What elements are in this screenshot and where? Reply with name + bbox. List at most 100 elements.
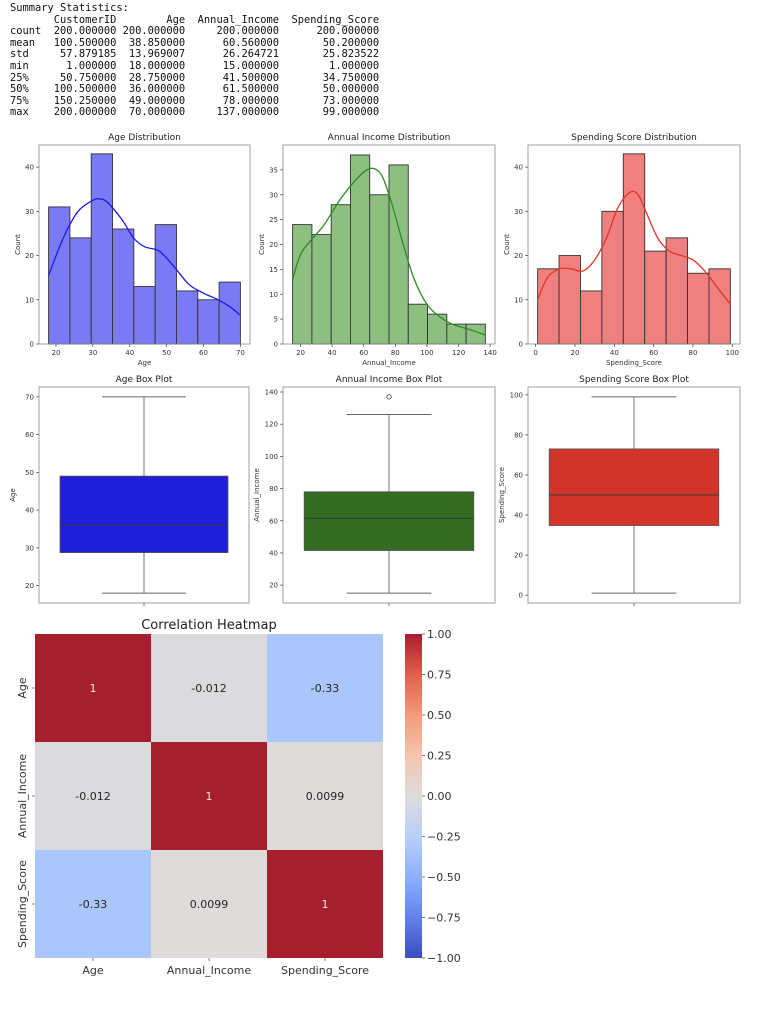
histogram-axes-frame [38,144,251,345]
y-tick-label: Age [16,677,29,699]
heatmap-cell [267,634,383,742]
chart-title: Age Box Plot [116,375,173,385]
histogram-bar [369,194,390,345]
y-tick-label: 40 [25,507,34,515]
x-tick-label: 140 [483,349,496,357]
cell-annotation: -0.012 [75,790,110,803]
histogram-bar [154,224,177,345]
y-tick-label: 60 [269,517,278,525]
x-tick-label: 120 [452,349,465,357]
y-tick-label: 40 [269,549,278,557]
colorbar-tick-label: 0.75 [427,669,452,682]
chart-title: Correlation Heatmap [141,618,277,633]
y-tick-label: 40 [514,512,523,520]
y-axis-label: Annual_Income [253,468,261,522]
x-axis-label: Annual_Income [362,359,416,367]
x-tick-label: 20 [52,349,61,357]
y-axis-label: Count [14,234,22,255]
histogram-bar [388,164,409,345]
y-tick-label: 30 [269,191,278,199]
histogram-bar [176,290,199,345]
cell-annotation: -0.012 [191,682,226,695]
y-tick-label: 30 [514,208,523,216]
y-tick-label: 30 [25,208,34,216]
histogram-bar [407,303,428,345]
chart-title: Annual Income Box Plot [336,375,443,385]
x-tick-label: Annual_Income [167,964,251,977]
colorbar [405,634,422,958]
colorbar-tick-label: 0.00 [427,790,452,803]
y-tick-label: 5 [274,316,278,324]
heatmap-cell [35,634,151,742]
y-tick-label: 80 [269,485,278,493]
heatmap-cell [151,850,267,958]
histogram-3: 0 20 40 60 80 100 0 10 20 30 40 Spending Score Dist… [503,133,741,367]
y-tick-label: 120 [265,421,278,429]
histogram-bar [48,206,71,345]
x-tick-label: Age [82,964,104,977]
x-tick-label: Spending_Score [281,964,369,977]
box-plot-3: 0 20 40 60 80 100 Spending Score Box Plot Spend… [498,375,741,606]
x-tick-label: 100 [420,349,433,357]
y-tick-label: 100 [265,453,278,461]
x-tick-label: 80 [689,349,698,357]
y-tick-label: 35 [269,166,278,174]
cell-annotation: 1 [322,898,329,911]
y-axis-label: Age [9,488,17,502]
x-tick-label: 20 [296,349,305,357]
outlier-point [386,394,392,400]
y-tick-label: 40 [514,164,523,172]
histogram-axes-frame [527,144,741,345]
y-axis-label: Spending_Score [498,467,506,523]
y-tick-label: 20 [25,582,34,590]
y-tick-label: Spending_Score [16,860,29,948]
histogram-bar [622,153,646,345]
iqr-box [59,475,229,553]
y-tick-label: 100 [510,391,523,399]
x-tick-label: 80 [391,349,400,357]
x-tick-label: 70 [236,349,245,357]
heatmap-cell [35,850,151,958]
histogram-bar [133,286,156,345]
x-tick-label: 0 [533,349,537,357]
y-tick-label: 20 [269,241,278,249]
histogram-2: 20 40 60 80 100 120 140 0 5 10 15 20 25 30 35 Annual In… [258,133,497,367]
colorbar-tick-label: −1.00 [427,952,461,965]
x-tick-label: 40 [610,349,619,357]
x-axis-label: Spending_Score [606,359,662,367]
histogram-bar [330,204,351,345]
histogram-bar [580,290,603,345]
y-tick-label: 70 [25,393,34,401]
x-tick-label: 40 [125,349,134,357]
y-tick-label: 20 [269,582,278,590]
y-tick-label: 30 [25,544,34,552]
y-axis-label: Count [258,234,266,255]
histogram-bar [644,250,667,345]
y-tick-label: 140 [265,388,278,396]
y-tick-label: 10 [269,291,278,299]
y-tick-label: 10 [25,296,34,304]
histogram-1: 20 30 40 50 60 70 0 10 20 30 40 Age Distribution Age… [14,133,251,367]
y-axis-label: Count [503,234,511,255]
y-tick-label: 50 [25,469,34,477]
x-tick-label: 60 [199,349,208,357]
histogram-bar [311,234,332,345]
y-tick-label: 0 [519,341,523,349]
colorbar-tick-label: 0.25 [427,750,452,763]
y-tick-label: 20 [514,252,523,260]
x-tick-label: 30 [88,349,97,357]
y-tick-label: 80 [514,431,523,439]
histogram-bar [601,210,624,345]
x-tick-label: 20 [571,349,580,357]
x-tick-label: 40 [328,349,337,357]
kde-line [537,190,731,305]
y-tick-label: 10 [514,296,523,304]
y-tick-label: 60 [514,471,523,479]
y-tick-label: 0 [274,341,278,349]
chart-title: Spending Score Distribution [571,133,697,143]
histogram-bar [197,299,220,345]
y-tick-label: 20 [25,252,34,260]
y-tick-label: 20 [514,552,523,560]
colorbar-tick-label: −0.75 [427,912,461,925]
